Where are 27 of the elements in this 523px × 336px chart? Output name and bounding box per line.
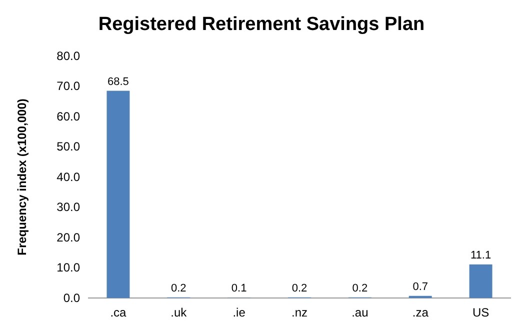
x-tick-label: .ie bbox=[232, 306, 246, 320]
data-label: 0.2 bbox=[170, 282, 186, 294]
y-axis-title: Frequency index (x100,000) bbox=[15, 98, 29, 256]
data-label: 0.2 bbox=[292, 282, 308, 294]
x-tick-label: .ca bbox=[110, 306, 127, 320]
y-tick-label: 30.0 bbox=[56, 200, 80, 214]
chart-title: Registered Retirement Savings Plan bbox=[98, 14, 425, 35]
y-tick-label: 80.0 bbox=[56, 48, 80, 63]
x-tick-label: .uk bbox=[170, 306, 188, 320]
bar bbox=[469, 264, 492, 298]
data-label: 0.1 bbox=[231, 282, 247, 295]
y-tick-label: 40.0 bbox=[56, 170, 80, 184]
y-tick-label: 70.0 bbox=[56, 79, 80, 94]
data-label: 11.1 bbox=[470, 249, 492, 262]
data-label: 0.2 bbox=[352, 282, 368, 294]
y-tick-label: 60.0 bbox=[56, 109, 80, 124]
y-tick-label: 0.0 bbox=[63, 290, 80, 305]
data-label: 0.7 bbox=[412, 280, 428, 293]
data-label: 68.5 bbox=[108, 76, 129, 88]
y-tick-label: 20.0 bbox=[56, 230, 80, 244]
y-tick-label: 50.0 bbox=[56, 140, 80, 154]
x-tick-label: .nz bbox=[291, 306, 308, 320]
x-tick-label: US bbox=[472, 306, 490, 320]
y-tick-label: 10.0 bbox=[56, 260, 80, 275]
x-tick-label: .au bbox=[352, 306, 368, 320]
x-tick-label: .za bbox=[412, 306, 429, 320]
bar bbox=[106, 90, 130, 298]
